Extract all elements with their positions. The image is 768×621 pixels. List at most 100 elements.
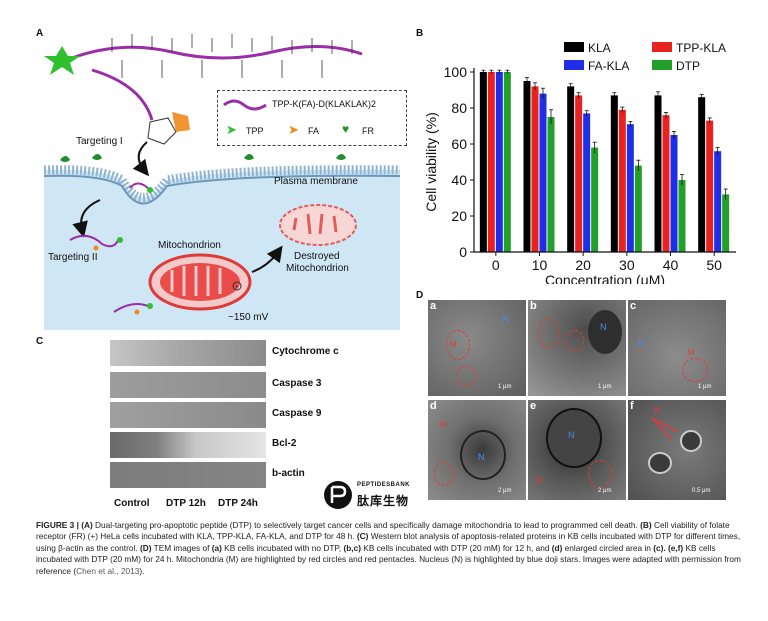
legend-swatch-tpp-kla: [652, 42, 672, 52]
legend-swatch-dtp: [652, 60, 672, 70]
panel-c-letter: C: [36, 336, 44, 347]
mitochondrion-label: Mitochondrion: [158, 240, 221, 251]
bar-tpp-kla-20: [575, 95, 583, 253]
tpp-icon: [44, 46, 80, 75]
mitochondria-circle: [588, 460, 612, 488]
caption-text-c: Western blot analysis of apoptosis-relat…: [36, 531, 741, 553]
cell-viability-chart: 0 20 40 60 80 100 0 10 20 30 40 50 Concentration (μM…: [423, 41, 736, 284]
y-tick-label: 40: [451, 172, 467, 188]
bar-tpp-kla-40: [662, 115, 670, 252]
lane-label-dtp-12h: DTP 12h: [166, 498, 206, 509]
lane-label-control: Control: [114, 498, 150, 509]
bar-kla-40: [654, 95, 662, 253]
bar-fa-kla-0: [495, 72, 503, 252]
legend-label-fa-kla: FA-KLA: [588, 59, 629, 73]
tem-mark-m: M: [654, 406, 661, 415]
legend-peptide-formula: TPP-K(FA)-D(KLAKLAK)2: [272, 99, 377, 109]
peptide-chain-icon: [223, 99, 267, 111]
scale-bar-label: 1 μm: [698, 384, 712, 390]
x-tick-label: 30: [619, 257, 635, 273]
caption-b-label: (B): [640, 520, 652, 530]
panel-b-letter: B: [416, 28, 424, 39]
caption-text-b: Cell viability of folate receptor (FR) (…: [36, 520, 730, 542]
tem-image-f: f M 0.5 μm: [628, 400, 726, 500]
caption-text-da: KB cells incubated with no DTP,: [221, 542, 344, 553]
bar-fa-kla-20: [583, 113, 591, 253]
scale-bar-label: 0.5 μm: [692, 488, 711, 494]
bar-fa-kla-40: [670, 135, 678, 252]
tem-mark-n: N: [638, 338, 645, 348]
tem-mark-m: M: [440, 420, 447, 429]
plasma-membrane-label: Plasma membrane: [274, 176, 358, 187]
caption-da-label: (a): [211, 542, 222, 553]
bar-kla-10: [523, 81, 531, 252]
band-label-b-actin: b-actin: [272, 468, 305, 479]
blot-band-cytochrome-c: [110, 340, 266, 366]
nucleus-shape: [546, 408, 602, 468]
mitochondria-circle: [456, 366, 476, 386]
destroyed-label-1: Destroyed: [294, 251, 340, 262]
tem-image-a: a M N 1 μm: [428, 300, 526, 396]
targeting-ii-label: Targeting II: [48, 252, 98, 263]
bar-tpp-kla-10: [531, 86, 539, 253]
bar-kla-30: [610, 95, 618, 253]
y-tick-label: 100: [444, 64, 468, 80]
band-label-bcl-2: Bcl-2: [272, 438, 297, 449]
panel-a-letter: A: [36, 28, 44, 39]
schematic-illustration: +: [43, 34, 401, 330]
bar-kla-50: [698, 97, 706, 252]
tem-mark-n: N: [568, 430, 575, 440]
tem-image-c: c N M 1 μm: [628, 300, 726, 396]
x-axis-label: Concentration (μM): [545, 272, 665, 284]
tem-mark-m: M: [536, 476, 543, 485]
caption-text-dd: enlarged circled area in: [562, 542, 654, 553]
bar-dtp-10: [547, 117, 555, 252]
caption-figure-label: FIGURE 3 | (A): [36, 520, 93, 530]
tem-image-b: b N 1 μm: [528, 300, 626, 396]
tem-letter-e: e: [530, 400, 537, 412]
tem-letter-f: f: [630, 400, 634, 412]
figure-caption: FIGURE 3 | (A) Dual-targeting pro-apopto…: [36, 520, 748, 577]
mitochondria-circle: [682, 358, 708, 382]
caption-text-d: TEM images of: [151, 542, 212, 553]
scale-bar-label: 1 μm: [598, 384, 612, 390]
destroyed-label-2: Mitochondrion: [286, 263, 349, 274]
legend-tpp-icon: ➤: [226, 122, 237, 137]
legend-label-tpp-kla: TPP-KLA: [676, 41, 726, 55]
caption-text-dbc: KB cells incubated with DTP (20 mM) for …: [360, 542, 552, 553]
mitochondria-circle: [566, 330, 584, 352]
legend-swatch-kla: [564, 42, 584, 52]
band-label-cytochrome-c: Cytochrome c: [272, 346, 339, 357]
membrane-potential-label: ~150 mV: [228, 312, 269, 323]
legend-fr-icon: ♥: [342, 122, 350, 136]
x-tick-label: 40: [663, 257, 679, 273]
tem-mark-n: N: [478, 452, 485, 462]
bar-dtp-0: [503, 72, 511, 252]
blot-band-caspase-9: [110, 402, 266, 428]
tem-letter-a: a: [430, 300, 437, 312]
bar-tpp-kla-0: [487, 72, 495, 252]
reference-link[interactable]: Chen et al., 2013: [76, 565, 140, 576]
panel-d-letter: D: [416, 290, 424, 301]
nucleus-shape: [588, 310, 622, 354]
bar-dtp-20: [591, 147, 599, 252]
bar-dtp-50: [722, 194, 730, 252]
legend-fa-icon: ➤: [288, 122, 299, 137]
caption-text-def: KB cells incubated with DTP (20 mM) for …: [36, 542, 741, 576]
legend-swatch-fa-kla: [564, 60, 584, 70]
tem-letter-c: c: [630, 300, 637, 312]
scale-bar-label: 1 μm: [498, 384, 512, 390]
mitochondria-circle: [434, 462, 454, 486]
bar-tpp-kla-50: [706, 120, 714, 252]
peptide-legend-box: TPP-K(FA)-D(KLAKLAK)2 ➤ TPP ➤ FA ♥ FR: [217, 90, 407, 146]
bar-dtp-30: [634, 165, 642, 252]
blot-band-b-actin: [110, 462, 266, 488]
scale-bar-label: 2 μm: [598, 488, 612, 494]
tem-image-e: e N M 2 μm: [528, 400, 626, 500]
caption-dbc-label: (b,c): [343, 542, 361, 553]
band-label-caspase-9: Caspase 9: [272, 408, 322, 419]
y-tick-label: 20: [451, 208, 467, 224]
targeting-i-label: Targeting I: [76, 136, 123, 147]
tem-letter-b: b: [530, 300, 537, 312]
legend-fa-label: FA: [308, 126, 320, 136]
